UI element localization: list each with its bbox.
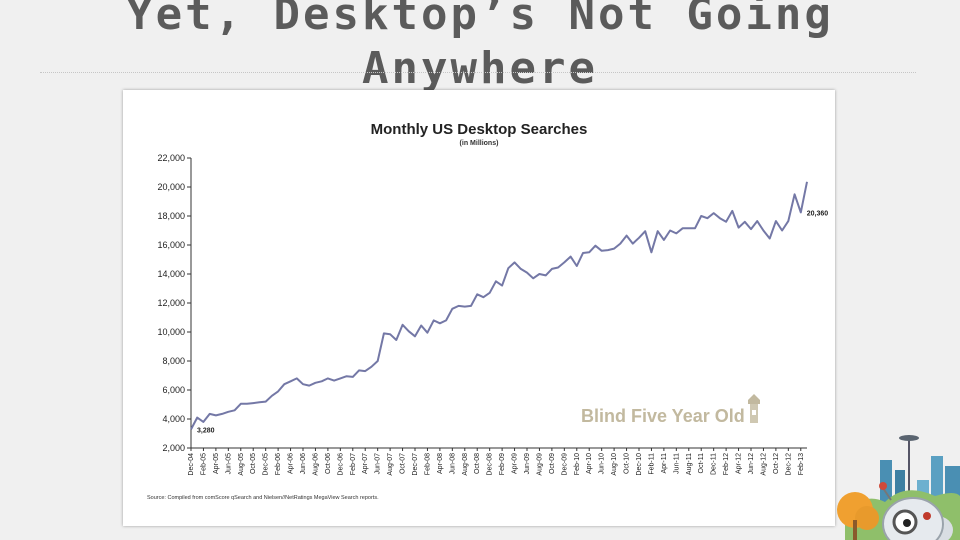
chart-subtitle: (in Millions): [460, 140, 499, 147]
y-tick-label: 2,000: [162, 443, 185, 453]
x-tick-label: Jun-06: [300, 453, 307, 475]
y-axis: 2,000 4,000 6,000 8,000 10,000 12,000 14,000 16…: [157, 153, 192, 453]
x-tick-label: Aug-05: [238, 453, 245, 476]
x-tick-label: Apr-08: [437, 453, 444, 474]
x-tick-label: Dec-04: [188, 453, 195, 476]
y-tick-label: 20,000: [157, 182, 185, 192]
x-tick-label: Feb-11: [648, 453, 655, 475]
x-tick-label: Jun-05: [225, 453, 232, 475]
series-layer: [190, 181, 808, 430]
x-tick-label: Dec-10: [636, 453, 643, 476]
slide-title: Yet, Desktop’s Not Going Anywhere: [126, 0, 834, 94]
x-tick-label: Feb-12: [723, 453, 730, 475]
x-tick-label: Oct-12: [773, 453, 780, 474]
y-tick-label: 16,000: [157, 240, 185, 250]
x-tick-label: Jun-11: [673, 453, 680, 474]
x-tick-label: Feb-07: [350, 453, 357, 475]
data-label: 20,360: [807, 210, 829, 217]
chart-source: Source: Compiled from comScore qSearch a…: [147, 495, 379, 501]
x-tick-label: Oct-09: [549, 453, 556, 474]
x-tick-label: Aug-06: [312, 453, 319, 476]
x-tick-label: Aug-10: [611, 453, 618, 476]
y-tick-label: 18,000: [157, 211, 185, 221]
x-tick-label: Dec-09: [561, 453, 568, 476]
series-line: [190, 181, 808, 430]
y-tick-label: 14,000: [157, 269, 185, 279]
x-tick-label: Feb-09: [499, 453, 506, 475]
x-tick-label: Jun-08: [449, 453, 456, 475]
watermark-logo: Blind Five Year Old: [581, 406, 745, 426]
x-tick-label: Feb-10: [574, 453, 581, 475]
y-tick-label: 4,000: [162, 414, 185, 424]
robot-mascot-illustration: [837, 435, 960, 540]
lighthouse-icon: [748, 394, 760, 423]
x-tick-label: Oct-10: [624, 453, 631, 474]
chart-title: Monthly US Desktop Searches: [371, 121, 588, 138]
x-tick-label: Dec-08: [487, 453, 494, 476]
x-tick-label: Oct-07: [400, 453, 407, 474]
x-axis: Dec-04 Feb-05 Apr-05 Jun-05 Aug-05 Oct-05 Dec-…: [188, 447, 807, 476]
x-tick-label: Dec-07: [412, 453, 419, 476]
x-tick-label: Jun-12: [748, 453, 755, 475]
x-tick-label: Feb-06: [275, 453, 282, 475]
x-tick-label: Jun-09: [524, 453, 531, 475]
y-tick-label: 10,000: [157, 327, 185, 337]
x-tick-label: Oct-05: [250, 453, 257, 474]
line-chart: Monthly US Desktop Searches (in Millions…: [147, 121, 828, 501]
x-tick-label: Dec-12: [785, 453, 792, 476]
x-tick-label: Aug-07: [387, 453, 394, 476]
title-divider: [40, 72, 916, 73]
x-tick-label: Jun-10: [599, 453, 606, 475]
x-tick-label: Feb-05: [200, 453, 207, 475]
x-tick-label: Aug-09: [536, 453, 543, 476]
x-tick-label: Dec-06: [337, 453, 344, 476]
y-tick-label: 22,000: [157, 153, 185, 163]
chart-card: Monthly US Desktop Searches (in Millions…: [123, 90, 835, 526]
x-tick-label: Apr-09: [512, 453, 519, 474]
x-tick-label: Oct-11: [698, 453, 705, 474]
x-tick-label: Aug-11: [686, 453, 693, 475]
data-label: 3,280: [197, 427, 215, 434]
x-tick-label: Oct-06: [325, 453, 332, 474]
y-tick-label: 8,000: [162, 356, 185, 366]
robot-icon: [879, 482, 953, 540]
x-tick-label: Oct-08: [474, 453, 481, 474]
x-tick-label: Apr-07: [362, 453, 369, 474]
x-tick-label: Feb-08: [424, 453, 431, 475]
x-tick-label: Apr-06: [288, 453, 295, 474]
x-tick-label: Apr-11: [661, 453, 668, 474]
x-tick-label: Aug-08: [462, 453, 469, 476]
y-tick-label: 6,000: [162, 385, 185, 395]
x-tick-label: Apr-12: [736, 453, 743, 474]
x-tick-label: Apr-05: [213, 453, 220, 474]
x-tick-label: Apr-10: [586, 453, 593, 474]
x-tick-label: Dec-05: [263, 453, 270, 476]
x-tick-label: Jun-07: [375, 453, 382, 475]
x-tick-label: Dec-11: [711, 453, 718, 475]
tree-icon: [837, 492, 879, 540]
x-tick-label: Feb-13: [798, 453, 805, 475]
annotation-layer: 3,280 20,360: [197, 210, 828, 434]
y-tick-label: 12,000: [157, 298, 185, 308]
x-tick-label: Aug-12: [760, 453, 767, 476]
